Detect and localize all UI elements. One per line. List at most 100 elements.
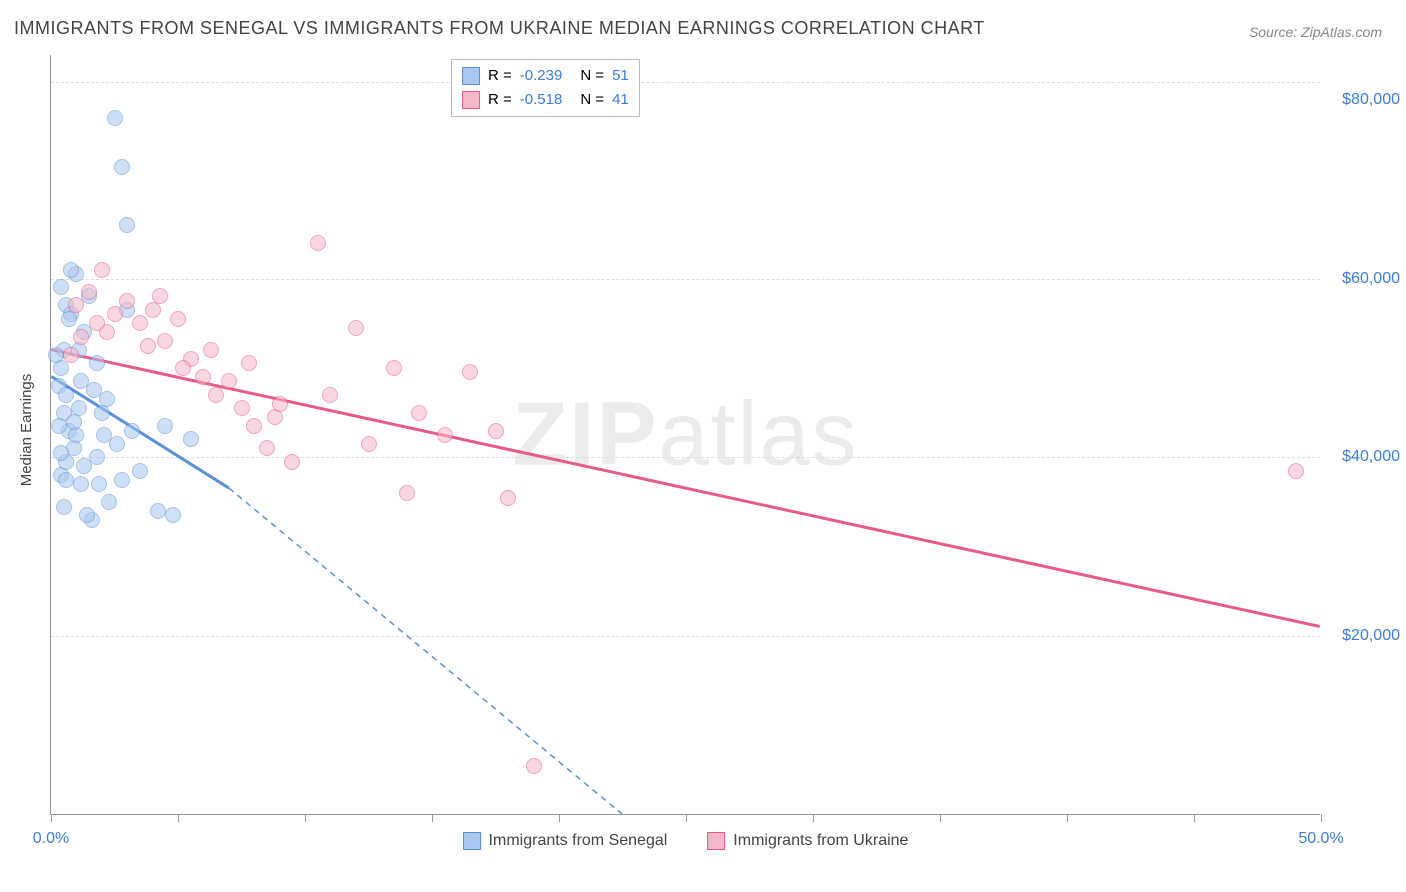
x-tick-label: 50.0% xyxy=(1298,830,1343,848)
stats-row-senegal: R = -0.239 N = 51 xyxy=(462,64,629,88)
data-point xyxy=(107,110,123,126)
stats-legend: R = -0.239 N = 51 R = -0.518 N = 41 xyxy=(451,59,640,117)
data-point xyxy=(284,454,300,470)
data-point xyxy=(71,400,87,416)
data-point xyxy=(183,431,199,447)
data-point xyxy=(89,355,105,371)
data-point xyxy=(58,387,74,403)
chart-source: Source: ZipAtlas.com xyxy=(1249,24,1382,40)
data-point xyxy=(53,279,69,295)
x-tick xyxy=(1194,814,1195,822)
data-point xyxy=(114,159,130,175)
swatch-ukraine xyxy=(462,91,480,109)
data-point xyxy=(150,503,166,519)
data-point xyxy=(526,758,542,774)
data-point xyxy=(107,306,123,322)
data-point xyxy=(73,476,89,492)
bottom-legend: Immigrants from Senegal Immigrants from … xyxy=(463,832,909,850)
data-point xyxy=(175,360,191,376)
watermark: ZIPatlas xyxy=(512,383,858,486)
x-tick xyxy=(1067,814,1068,822)
data-point xyxy=(165,507,181,523)
data-point xyxy=(157,333,173,349)
data-point xyxy=(386,360,402,376)
data-point xyxy=(114,472,130,488)
y-tick-label: $80,000 xyxy=(1330,91,1400,109)
grid-line xyxy=(51,457,1320,458)
data-point xyxy=(361,436,377,452)
plot-area: ZIPatlas $20,000$40,000$60,000$80,0000.0… xyxy=(50,55,1320,815)
x-tick xyxy=(432,814,433,822)
x-tick xyxy=(686,814,687,822)
legend-item-ukraine: Immigrants from Ukraine xyxy=(707,832,908,850)
data-point xyxy=(399,485,415,501)
data-point xyxy=(63,347,79,363)
data-point xyxy=(152,288,168,304)
data-point xyxy=(89,315,105,331)
data-point xyxy=(76,458,92,474)
swatch-senegal xyxy=(462,67,480,85)
data-point xyxy=(86,382,102,398)
stats-row-ukraine: R = -0.518 N = 41 xyxy=(462,88,629,112)
x-tick xyxy=(178,814,179,822)
y-tick-label: $20,000 xyxy=(1330,627,1400,645)
data-point xyxy=(437,427,453,443)
data-point xyxy=(272,396,288,412)
data-point xyxy=(48,347,64,363)
data-point xyxy=(241,355,257,371)
x-tick xyxy=(1321,814,1322,822)
data-point xyxy=(119,217,135,233)
chart-title: IMMIGRANTS FROM SENEGAL VS IMMIGRANTS FR… xyxy=(14,18,985,39)
x-tick xyxy=(559,814,560,822)
data-point xyxy=(500,490,516,506)
swatch-senegal-icon xyxy=(463,832,481,850)
data-point xyxy=(94,262,110,278)
x-tick xyxy=(813,814,814,822)
data-point xyxy=(195,369,211,385)
data-point xyxy=(170,311,186,327)
data-point xyxy=(63,262,79,278)
data-point xyxy=(68,297,84,313)
data-point xyxy=(56,499,72,515)
data-point xyxy=(411,405,427,421)
data-point xyxy=(53,445,69,461)
data-point xyxy=(322,387,338,403)
data-point xyxy=(132,463,148,479)
data-point xyxy=(310,235,326,251)
data-point xyxy=(488,423,504,439)
y-tick-label: $60,000 xyxy=(1330,270,1400,288)
data-point xyxy=(208,387,224,403)
x-tick xyxy=(51,814,52,822)
data-point xyxy=(462,364,478,380)
x-tick-label: 0.0% xyxy=(33,830,69,848)
data-point xyxy=(221,373,237,389)
data-point xyxy=(91,476,107,492)
data-point xyxy=(140,338,156,354)
grid-line xyxy=(51,279,1320,280)
trend-lines xyxy=(51,55,1320,814)
data-point xyxy=(73,329,89,345)
x-tick xyxy=(305,814,306,822)
data-point xyxy=(132,315,148,331)
data-point xyxy=(51,418,67,434)
data-point xyxy=(203,342,219,358)
data-point xyxy=(79,507,95,523)
grid-line xyxy=(51,82,1320,83)
data-point xyxy=(348,320,364,336)
data-point xyxy=(81,284,97,300)
grid-line xyxy=(51,636,1320,637)
data-point xyxy=(119,293,135,309)
data-point xyxy=(101,494,117,510)
data-point xyxy=(68,427,84,443)
data-point xyxy=(259,440,275,456)
y-tick-label: $40,000 xyxy=(1330,448,1400,466)
data-point xyxy=(157,418,173,434)
data-point xyxy=(124,423,140,439)
y-axis-label: Median Earnings xyxy=(18,374,35,487)
data-point xyxy=(234,400,250,416)
data-point xyxy=(246,418,262,434)
x-tick xyxy=(940,814,941,822)
legend-item-senegal: Immigrants from Senegal xyxy=(463,832,668,850)
data-point xyxy=(96,427,112,443)
swatch-ukraine-icon xyxy=(707,832,725,850)
